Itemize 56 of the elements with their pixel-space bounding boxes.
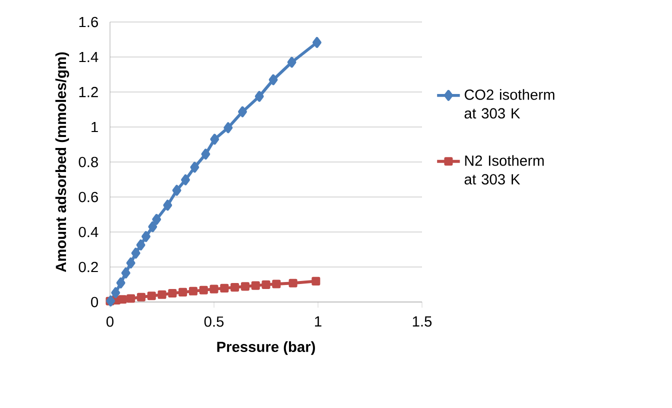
point [172,184,182,196]
point [199,286,208,294]
y-tick-label: 0 [91,296,98,308]
point [230,283,240,292]
point [158,290,166,299]
point [254,90,264,102]
point [272,280,281,288]
point [240,282,250,291]
point [201,148,210,160]
point [168,288,177,298]
legend-label: N2 Isotherm at 303 K [464,155,544,185]
legend-label: CO2 isotherm at 303 K [464,89,554,119]
y-tick-label: 0.6 [78,192,98,202]
y-axis-title: Amount adsorbed (mmoles/gm) [55,52,70,272]
point [190,162,200,173]
point [210,284,218,294]
point [163,200,172,211]
x-tick-label: 0.5 [204,316,224,327]
y-tick-label: 1 [92,122,98,132]
point [288,278,298,288]
x-tick-label: 0 [106,316,114,327]
point [126,258,136,268]
point [142,231,150,242]
point [188,286,198,296]
point [178,288,188,296]
point [148,221,158,232]
point [131,248,140,259]
point [220,284,229,292]
y-tick-label: 1.4 [79,52,98,62]
point [111,287,120,298]
y-tick-label: 0.2 [78,262,98,272]
point [268,74,278,86]
point [238,106,247,118]
point [262,280,270,289]
point [126,294,136,303]
x-tick-label: 1 [315,316,322,326]
point [251,281,260,290]
point [287,56,296,68]
point [136,292,146,302]
point [118,295,127,304]
point [224,122,233,134]
y-tick-label: 1.2 [79,86,98,98]
point [312,276,320,286]
y-tick-label: 0.4 [78,226,98,238]
point [312,37,322,48]
x-tick-label: 1.5 [412,316,432,327]
point [152,214,162,225]
point [116,277,126,288]
point [181,174,190,186]
y-tick-label: 0.8 [78,156,98,168]
point [136,239,146,250]
x-axis-title: Pressure (bar) [217,341,315,355]
point [147,292,156,300]
point [210,134,220,145]
y-tick-label: 1.6 [79,16,98,28]
point [121,267,130,278]
